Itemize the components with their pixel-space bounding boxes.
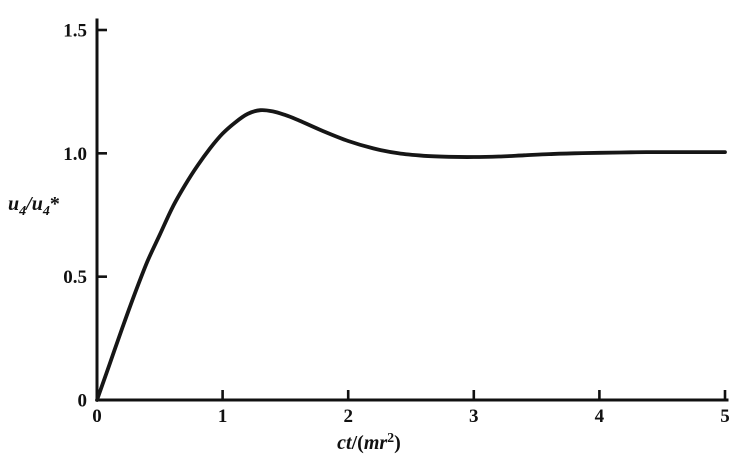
label-part: 4 bbox=[19, 204, 27, 219]
label-part: /( bbox=[351, 432, 364, 454]
x-tick-label: 1 bbox=[218, 406, 228, 427]
y-tick-label: 0.5 bbox=[63, 267, 87, 288]
label-part: / bbox=[26, 193, 32, 215]
x-tick-label: 2 bbox=[343, 406, 353, 427]
label-part: u bbox=[8, 193, 20, 215]
label-part: mr bbox=[363, 432, 388, 454]
y-axis-label: u4/u4* bbox=[8, 194, 60, 219]
label-part: ct bbox=[337, 432, 352, 454]
x-tick-label: 3 bbox=[469, 406, 479, 427]
y-tick-label: 1.0 bbox=[63, 144, 87, 165]
label-part: u bbox=[31, 193, 43, 215]
y-tick-label: 0 bbox=[78, 391, 88, 412]
x-tick-label: 4 bbox=[595, 406, 605, 427]
x-tick-label: 0 bbox=[92, 406, 102, 427]
data-curve bbox=[95, 108, 727, 402]
label-part: 2 bbox=[387, 431, 395, 446]
y-tick-label: 1.5 bbox=[63, 21, 87, 42]
label-part: ) bbox=[394, 432, 401, 454]
label-part: 4 bbox=[42, 204, 50, 219]
label-part: * bbox=[49, 193, 60, 215]
x-axis-label: ct/(mr2) bbox=[0, 431, 738, 454]
axis-lines bbox=[95, 18, 729, 402]
x-tick-label: 5 bbox=[720, 406, 730, 427]
